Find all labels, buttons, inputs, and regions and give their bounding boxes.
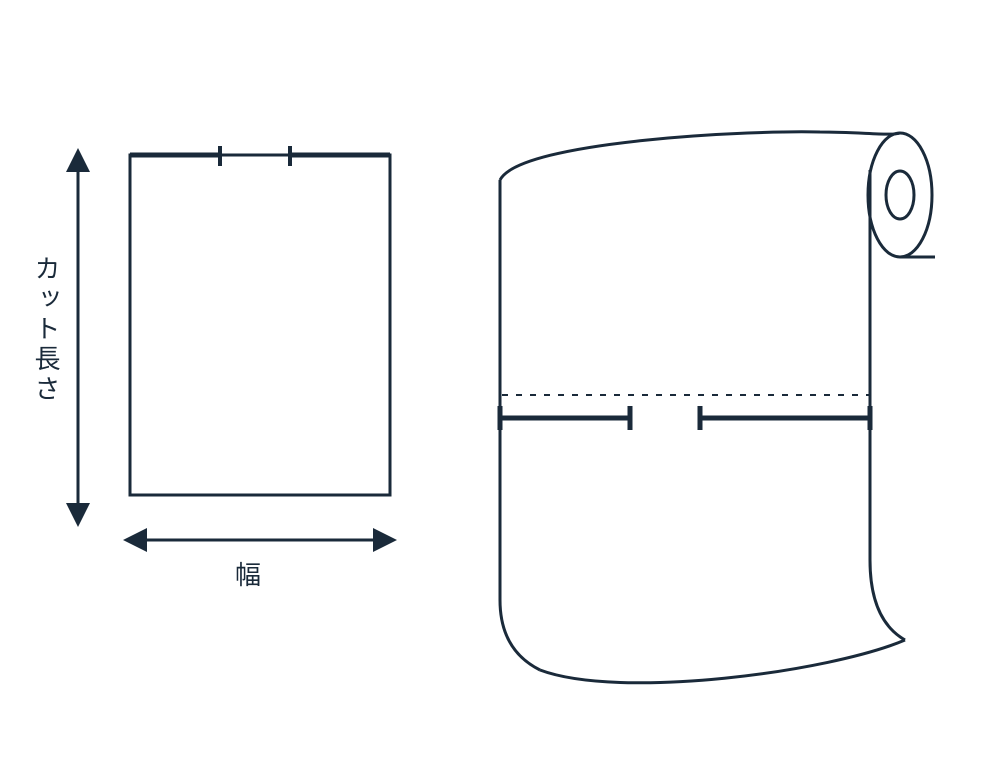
label-cut-length: カット長さ <box>28 255 65 405</box>
diagram-canvas: カット長さ 幅 <box>0 0 1000 771</box>
sheet-rect <box>130 155 390 495</box>
width-arrow-head-right <box>373 528 397 552</box>
sheet-bottom-curl <box>540 640 905 683</box>
height-arrow-head-top <box>66 148 90 172</box>
left-sheet-group <box>66 146 397 552</box>
sheet-left-edge <box>500 180 540 670</box>
roll-end-inner <box>886 171 914 219</box>
roll-top-edge <box>500 132 900 180</box>
height-arrow-head-bottom <box>66 503 90 527</box>
label-width: 幅 <box>235 555 261 592</box>
sheet-front-top <box>500 156 870 180</box>
diagram-svg <box>0 0 1000 771</box>
width-arrow-head-left <box>123 528 147 552</box>
right-roll-group <box>500 132 935 683</box>
